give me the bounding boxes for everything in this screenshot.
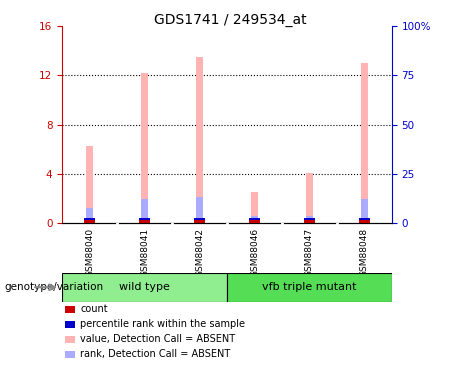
Text: GSM88046: GSM88046 [250,228,259,277]
Bar [139,220,150,223]
Bar [142,198,148,223]
Bar [304,220,315,223]
Bar [361,198,368,223]
Bar [251,192,258,223]
Bar [306,216,313,223]
Bar [84,218,95,220]
Text: GSM88048: GSM88048 [360,228,369,277]
Bar [196,57,203,223]
Bar [86,146,93,223]
Text: genotype/variation: genotype/variation [5,282,104,292]
Bar [86,209,93,223]
Bar [227,273,392,302]
Text: rank, Detection Call = ABSENT: rank, Detection Call = ABSENT [80,350,230,359]
Bar [249,220,260,223]
Bar [194,218,205,220]
Bar [361,63,368,223]
Bar [359,220,370,223]
Bar [84,220,95,223]
Text: GSM88042: GSM88042 [195,228,204,277]
Bar [304,218,315,220]
Bar [196,197,203,223]
Text: GSM88040: GSM88040 [85,228,94,277]
Text: GSM88041: GSM88041 [140,228,149,277]
Bar [251,216,258,223]
Text: GDS1741 / 249534_at: GDS1741 / 249534_at [154,13,307,27]
Text: count: count [80,304,108,314]
Text: vfb triple mutant: vfb triple mutant [262,282,357,292]
Bar [139,218,150,220]
Bar [62,273,227,302]
Text: percentile rank within the sample: percentile rank within the sample [80,320,245,329]
Bar [249,218,260,220]
Text: GSM88047: GSM88047 [305,228,314,277]
Bar [142,73,148,223]
Bar [306,172,313,223]
Text: wild type: wild type [119,282,170,292]
Bar [194,220,205,223]
Bar [359,218,370,220]
Text: value, Detection Call = ABSENT: value, Detection Call = ABSENT [80,334,235,344]
